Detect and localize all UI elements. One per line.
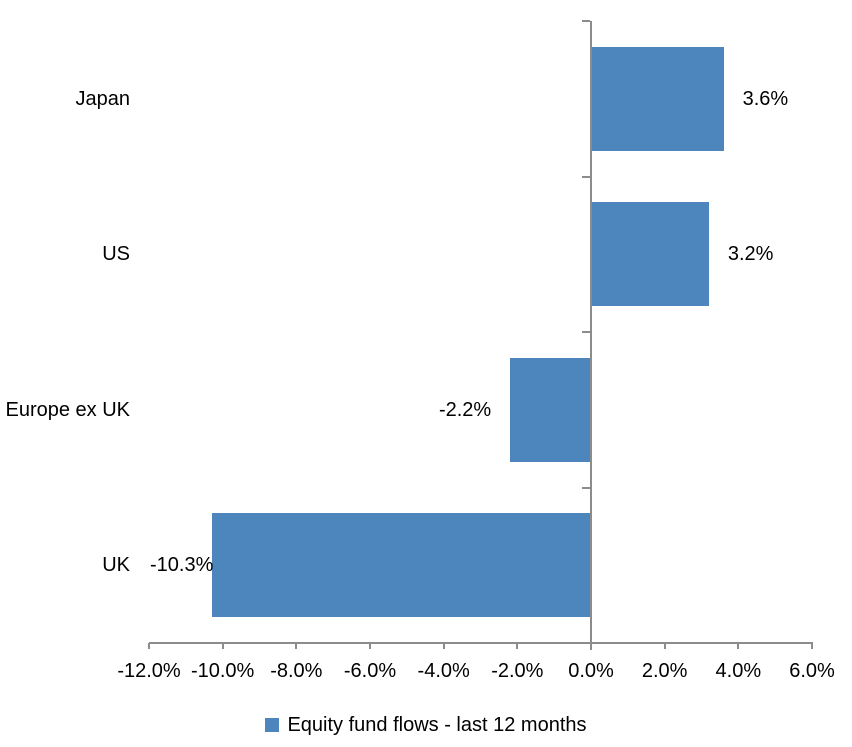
category-tick <box>582 20 590 22</box>
legend: Equity fund flows - last 12 months <box>0 710 852 740</box>
value-axis-tick-label: -4.0% <box>417 660 470 682</box>
value-axis-tick <box>811 643 813 649</box>
value-axis-line <box>149 642 813 644</box>
value-axis-tick <box>737 643 740 649</box>
value-axis-tick <box>148 643 150 649</box>
category-label-japan: Japan <box>75 87 131 110</box>
bar-europe-ex-uk <box>509 357 591 462</box>
bar-japan <box>591 46 724 151</box>
value-axis-tick <box>516 643 519 649</box>
bar-uk <box>211 513 591 618</box>
value-label-us: 3.2% <box>727 243 774 266</box>
value-label-europe-ex-uk: -2.2% <box>438 398 492 421</box>
value-axis-tick-label: 4.0% <box>715 660 762 682</box>
category-label-us: US <box>102 243 130 266</box>
category-label-europe-ex-uk: Europe ex UK <box>5 398 130 421</box>
value-axis-tick-label: -8.0% <box>270 660 323 682</box>
bar-us <box>591 202 709 307</box>
category-tick <box>582 175 590 178</box>
category-axis-line <box>590 21 592 650</box>
value-label-japan: 3.6% <box>742 87 789 110</box>
value-axis-tick-label: -10.0% <box>190 660 255 682</box>
category-tick <box>582 331 590 333</box>
value-label-uk: -10.3% <box>150 554 214 577</box>
legend-label: Equity fund flows - last 12 months <box>287 713 587 736</box>
value-axis-tick-label: -2.0% <box>491 660 544 682</box>
value-axis-tick <box>295 643 298 649</box>
category-label-uk: UK <box>102 554 130 577</box>
value-axis-tick <box>369 643 371 649</box>
value-axis-tick-label: 6.0% <box>789 660 835 682</box>
value-axis-tick <box>442 643 445 649</box>
value-axis-tick-label: 0.0% <box>568 660 614 682</box>
value-axis-tick <box>221 643 224 649</box>
value-axis-tick <box>590 643 592 649</box>
category-tick <box>582 486 590 489</box>
legend-swatch-icon <box>265 718 280 732</box>
value-axis-tick-label: -12.0% <box>117 660 181 682</box>
value-axis-tick-label: 2.0% <box>641 660 688 682</box>
value-axis-tick <box>663 643 666 649</box>
value-axis-tick-label: -6.0% <box>343 660 397 682</box>
